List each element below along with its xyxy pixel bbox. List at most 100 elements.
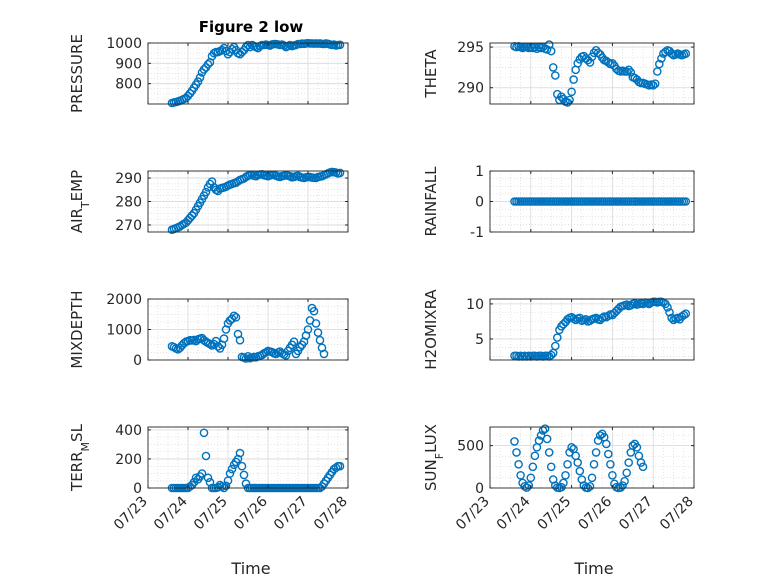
y-tick-label: 290 [457,81,484,97]
data-point [520,481,530,491]
data-point [193,77,203,86]
data-point [567,442,576,452]
y-tick-label: 1000 [106,323,142,339]
data-point [573,458,583,467]
data-point [561,470,570,480]
y-tick-label: 0 [475,481,484,497]
y-tick-label: 0 [133,481,142,497]
subplot-1-pressure: 800 900 1000 PRESSURE [68,34,349,113]
data-point [632,442,642,452]
data-point [295,342,305,352]
data-point [530,42,540,52]
data-point [540,424,550,434]
y-axis-label: THETA [422,49,440,99]
data-point [237,461,247,471]
data-point [195,73,205,82]
data-point [571,315,581,325]
data-point [303,325,313,334]
y-axis-label: RAINFALL [422,166,440,237]
data-point [608,470,617,480]
data-point [565,95,574,105]
data-point [624,65,634,75]
data-point [534,436,544,445]
data-point [524,481,534,490]
data-point [203,60,213,69]
axes-box [489,42,695,105]
data-point [559,319,568,329]
series-markers [510,197,691,206]
data-point [526,473,536,483]
y-tick-label: 2000 [106,292,142,308]
data-point [331,463,341,473]
y-tick-label: 290 [115,171,142,187]
data-point [581,314,591,324]
y-tick-label: -1 [470,225,484,241]
data-point [205,477,215,487]
x-axis-label-right: Time [573,559,613,578]
data-point [559,478,568,488]
data-point [546,462,556,472]
data-point [245,42,255,52]
data-point [313,328,323,337]
data-point [221,481,231,491]
x-axis-label-left: Time [230,559,270,578]
y-tick-label: 0 [133,353,142,369]
data-point [591,448,601,457]
x-tick-label: 07/28 [657,494,697,534]
data-point [199,428,209,438]
data-point [638,462,648,472]
y-tick-label: 280 [115,195,142,211]
data-point [528,462,538,472]
y-tick-label: 270 [115,218,142,234]
x-tick-label: 07/26 [231,493,271,533]
data-point [546,350,556,360]
data-point [546,46,556,56]
data-point [542,434,552,444]
data-point [587,473,597,483]
data-point [557,482,566,492]
data-point [229,311,239,321]
series-markers [167,303,329,363]
y-axis-label: H2OMIXRA [422,289,440,370]
data-point [569,314,578,323]
data-point [191,473,201,483]
x-tick-label: 07/24 [151,493,191,533]
data-point [279,41,289,50]
data-point [557,92,566,101]
data-point [618,481,627,490]
y-tick-label: 295 [457,40,484,56]
x-tick-label: 07/26 [575,493,615,533]
data-point [681,309,691,319]
y-tick-label: 400 [115,423,142,439]
axes-box [489,298,695,361]
data-point [217,45,227,55]
data-point [514,459,523,469]
y-tick-label: 5 [475,332,484,348]
data-point [622,468,632,478]
data-point [235,335,245,345]
data-point [636,458,646,467]
x-tick-label: 07/25 [535,494,575,534]
data-point [575,466,585,476]
data-point [563,459,572,469]
data-point [227,44,237,54]
y-tick-label: 0 [475,195,484,211]
data-point [587,52,597,62]
data-point [669,315,678,325]
data-point [551,71,560,80]
x-tick-label: 07/28 [311,494,351,534]
data-point [281,351,291,360]
data-point [213,341,223,351]
subplot-5-mixdepth: 0 1000 2000 MIXDEPTH [68,290,349,369]
subplot-6-h2omixra: 5 10 H2OMIXRA [422,289,695,370]
data-point [681,197,691,206]
data-point [219,334,229,343]
y-tick-label: 900 [115,56,142,72]
data-point [589,459,599,469]
data-point [516,470,525,480]
x-tick-label: 07/27 [271,494,311,534]
subplot-4-rainfall: -1 0 1 RAINFALL [422,164,695,241]
x-tick-label: 07/25 [191,494,231,534]
data-point [628,441,638,450]
